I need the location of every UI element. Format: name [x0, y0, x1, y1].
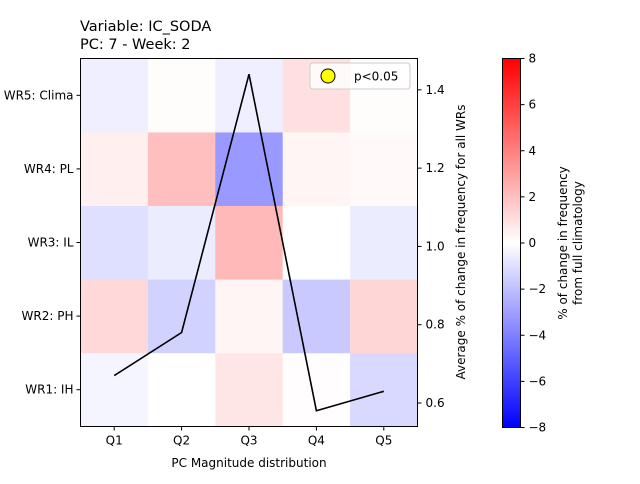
heatmap-cell — [350, 279, 418, 354]
colorbar-tick-label: −6 — [529, 374, 547, 388]
x-axis-label: PC Magnitude distribution — [171, 456, 326, 470]
right-tick-label: 1.2 — [426, 161, 445, 175]
chart-title-line2: PC: 7 - Week: 2 — [80, 37, 191, 53]
legend-label: p<0.05 — [354, 70, 398, 84]
heatmap-cell — [215, 205, 283, 280]
average-change-line — [113, 73, 385, 412]
x-tick-label: Q4 — [308, 434, 325, 448]
x-tick-label: Q2 — [173, 434, 190, 448]
heatmap-cell — [147, 58, 216, 133]
right-tick-label: 1.4 — [426, 83, 445, 97]
legend-marker-circle — [320, 68, 336, 84]
colorbar-tick-label: −8 — [529, 421, 547, 435]
heatmap-cell — [350, 205, 418, 280]
x-tick-label: Q3 — [240, 434, 257, 448]
heatmap-cell — [80, 132, 149, 206]
heatmap-cell — [350, 132, 418, 206]
heatmap-cell — [215, 279, 283, 354]
right-tick-label: 1.0 — [426, 239, 445, 253]
colorbar-tick-label: 0 — [529, 236, 537, 250]
heatmap-cell — [282, 205, 351, 280]
y-tick-label: WR5: Clima — [4, 88, 74, 102]
heatmap-cell — [350, 352, 418, 427]
x-tick-label: Q1 — [106, 434, 123, 448]
right-tick-label: 0.8 — [426, 318, 445, 332]
y-tick-label: WR3: IL — [28, 236, 74, 250]
heatmap-cell — [215, 132, 283, 206]
y-tick-label: WR2: PH — [22, 309, 74, 323]
colorbar-tick-label: 2 — [529, 190, 537, 204]
colorbar-tick-label: 6 — [529, 98, 537, 112]
heatmap-cell — [215, 352, 283, 427]
legend-box — [309, 62, 411, 90]
x-tick-label: Q5 — [375, 434, 392, 448]
y-tick-label: WR4: PL — [24, 162, 74, 176]
legend: p<0.05 — [309, 62, 411, 90]
chart-title-line1: Variable: IC_SODA — [80, 19, 211, 35]
colorbar — [502, 58, 521, 428]
heatmap-cell — [282, 132, 351, 206]
heatmap-cell — [80, 279, 149, 354]
colorbar-tick-label: −4 — [529, 328, 547, 342]
heatmap-cell — [80, 205, 149, 280]
heatmap-cells — [80, 58, 418, 427]
heatmap-cell — [215, 58, 283, 133]
heatmap-cell — [80, 58, 149, 133]
right-tick-label: 0.6 — [426, 396, 445, 410]
heatmap-cell — [282, 279, 351, 354]
colorbar-tick-label: 4 — [529, 144, 537, 158]
colorbar-label-line1: % of change in frequency — [556, 166, 570, 320]
right-axis-label: Average % of change in frequency for all… — [454, 104, 468, 379]
colorbar-tick-label: −2 — [529, 282, 547, 296]
heatmap-cell — [147, 132, 216, 206]
right-axis-ticks: 0.6 0.8 1.0 1.2 1.4 — [417, 83, 445, 410]
colorbar-ticks: −8 −6 −4 −2 0 2 4 6 8 — [520, 52, 547, 435]
heatmap-cell — [147, 352, 216, 427]
x-axis-ticks: Q1 Q2 Q3 Q4 Q5 — [106, 426, 392, 448]
heatmap-cell — [282, 352, 351, 427]
y-axis-ticks: WR1: IH WR2: PH WR3: IL WR4: PL WR5: Clima — [4, 88, 81, 397]
colorbar-label-line2: from full climatology — [571, 181, 585, 305]
y-tick-label: WR1: IH — [25, 383, 73, 397]
heatmap-cell — [80, 352, 149, 427]
colorbar-tick-label: 8 — [529, 52, 537, 66]
heatmap-cell — [147, 279, 216, 354]
